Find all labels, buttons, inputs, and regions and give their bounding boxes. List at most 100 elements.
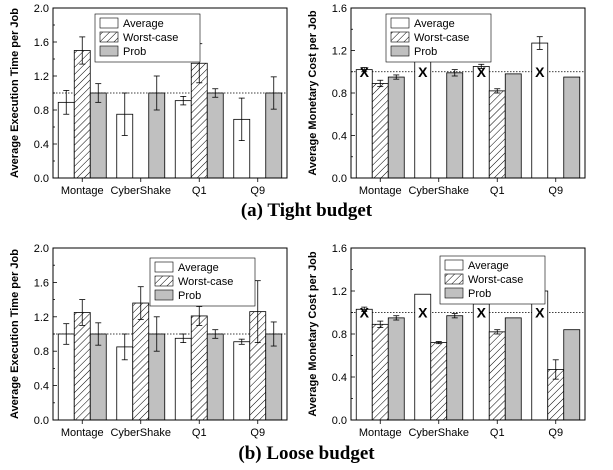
error-bar-worst-case-cybershake bbox=[137, 286, 144, 320]
error-bar-prob-montage bbox=[95, 83, 102, 103]
error-bar-average-q1 bbox=[180, 96, 187, 106]
error-bar-worst-case-montage bbox=[377, 320, 384, 328]
x-tick-label-montage: Montage bbox=[61, 185, 104, 197]
x-tick-label-montage: Montage bbox=[359, 427, 402, 439]
bar-average-q1 bbox=[472, 303, 490, 421]
bar-prob-montage bbox=[89, 92, 107, 179]
error-bar-worst-case-q1 bbox=[494, 88, 501, 94]
legend-label-average: Average bbox=[123, 18, 164, 30]
y-tick-label: 0.4 bbox=[34, 381, 49, 393]
legend-swatch-average bbox=[444, 259, 464, 271]
y-tick-label: 1.6 bbox=[34, 37, 49, 49]
legend-label-prob: Prob bbox=[178, 290, 201, 302]
y-axis-label: Average Monetary Cost per Job bbox=[307, 10, 319, 176]
error-bar-average-montage bbox=[361, 67, 368, 73]
bar-average-montage bbox=[355, 308, 373, 421]
y-tick-label: 1.2 bbox=[34, 312, 49, 324]
bar-prob-q1 bbox=[206, 333, 224, 421]
bar-average-q1 bbox=[174, 100, 192, 179]
error-bar-prob-cybershake bbox=[153, 75, 160, 111]
x-tick-label-q9: Q9 bbox=[250, 427, 265, 439]
y-tick-label: 0.0 bbox=[332, 415, 347, 427]
chart-exec-time-tight: 0.0 0.4 0.8 1.2 1.6 2.0 Montage CyberShake Q1 Q9 A… bbox=[9, 3, 288, 197]
error-bar-average-q1 bbox=[478, 63, 485, 69]
x-marker-cybershake: X bbox=[418, 305, 428, 321]
x-marker-montage: X bbox=[360, 305, 370, 321]
legend-swatch-worst-case bbox=[99, 31, 119, 43]
legend: Average Worst-case Prob bbox=[94, 13, 201, 63]
error-bar-worst-case-q9 bbox=[552, 359, 559, 380]
y-tick-label: 2.0 bbox=[34, 243, 49, 255]
legend-swatch-worst-case bbox=[390, 31, 410, 43]
error-bar-average-montage bbox=[63, 323, 70, 345]
bar-prob-q9 bbox=[563, 329, 581, 421]
bar-prob-montage bbox=[89, 333, 107, 421]
bar-average-q1 bbox=[174, 337, 192, 421]
error-bar-worst-case-cybershake bbox=[435, 341, 442, 345]
bar-average-montage bbox=[355, 69, 373, 179]
x-tick-label-q1: Q1 bbox=[490, 185, 505, 197]
x-tick-label-q9: Q9 bbox=[548, 185, 563, 197]
y-tick-label: 0.8 bbox=[332, 88, 347, 100]
legend: Average Worst-case Prob bbox=[149, 257, 256, 307]
error-bar-worst-case-q1 bbox=[196, 306, 203, 326]
bar-prob-q1 bbox=[504, 317, 522, 421]
x-tick-label-q9: Q9 bbox=[250, 185, 265, 197]
legend-label-worst-case: Worst-case bbox=[468, 274, 523, 286]
error-bar-average-cybershake bbox=[121, 92, 128, 136]
y-axis-label: Average Execution Time per Job bbox=[9, 8, 21, 178]
legend-swatch-average bbox=[154, 261, 174, 273]
error-bar-worst-case-montage bbox=[377, 79, 384, 88]
y-tick-label: 0.8 bbox=[332, 329, 347, 341]
legend-label-average: Average bbox=[178, 262, 219, 274]
bar-prob-montage bbox=[387, 76, 405, 179]
y-tick-label: 1.2 bbox=[34, 71, 49, 83]
bar-worst-case-montage bbox=[73, 50, 91, 179]
bar-worst-case-q1 bbox=[488, 90, 506, 179]
y-tick-label: 0.0 bbox=[34, 415, 49, 427]
caption-loose-budget: (b) Loose budget bbox=[238, 443, 375, 464]
legend: Average Worst-case Prob bbox=[385, 13, 492, 63]
x-marker-q1: X bbox=[477, 64, 487, 80]
x-marker-q1: X bbox=[477, 305, 487, 321]
y-tick-label: 1.6 bbox=[332, 243, 347, 255]
y-tick-label: 0.4 bbox=[34, 139, 49, 151]
legend-label-prob: Prob bbox=[414, 46, 437, 58]
legend: Average Worst-case Prob bbox=[439, 255, 546, 305]
bar-prob-cybershake bbox=[446, 72, 464, 179]
bar-worst-case-q1 bbox=[190, 315, 208, 421]
error-bar-prob-montage bbox=[393, 315, 400, 321]
error-bar-prob-q1 bbox=[212, 88, 219, 98]
error-bar-average-q9 bbox=[536, 36, 543, 50]
y-tick-label: 0.4 bbox=[332, 131, 347, 143]
legend-swatch-average bbox=[99, 17, 119, 29]
error-bar-worst-case-montage bbox=[79, 299, 86, 326]
bar-worst-case-montage bbox=[73, 312, 91, 421]
error-bar-prob-cybershake bbox=[451, 313, 458, 319]
y-axis-label: Average Execution Time per Job bbox=[9, 249, 21, 419]
bar-prob-cybershake bbox=[446, 315, 464, 421]
bar-average-montage bbox=[57, 333, 75, 421]
error-bar-average-montage bbox=[63, 90, 70, 115]
x-tick-label-cybershake: CyberShake bbox=[408, 185, 469, 197]
x-tick-label-cybershake: CyberShake bbox=[110, 427, 171, 439]
error-bar-prob-q1 bbox=[212, 329, 219, 339]
y-tick-label: 2.0 bbox=[34, 3, 49, 15]
legend-label-worst-case: Worst-case bbox=[178, 276, 233, 288]
bar-prob-q9 bbox=[265, 333, 283, 421]
error-bar-average-q9 bbox=[238, 97, 245, 142]
error-bar-prob-montage bbox=[95, 322, 102, 346]
legend-label-prob: Prob bbox=[123, 46, 146, 58]
caption-tight-budget: (a) Tight budget bbox=[240, 200, 373, 221]
legend-label-average: Average bbox=[468, 260, 509, 272]
legend-swatch-average bbox=[390, 17, 410, 29]
x-tick-label-q9: Q9 bbox=[548, 427, 563, 439]
legend-swatch-worst-case bbox=[444, 273, 464, 285]
error-bar-prob-cybershake bbox=[153, 316, 160, 352]
error-bar-worst-case-montage bbox=[79, 36, 86, 65]
chart-exec-time-loose: 0.0 0.4 0.8 1.2 1.6 2.0 Montage CyberShake Q1 Q9 A… bbox=[9, 243, 288, 439]
bar-prob-q9 bbox=[563, 76, 581, 179]
bar-worst-case-q1 bbox=[488, 331, 506, 421]
x-tick-label-q1: Q1 bbox=[490, 427, 505, 439]
